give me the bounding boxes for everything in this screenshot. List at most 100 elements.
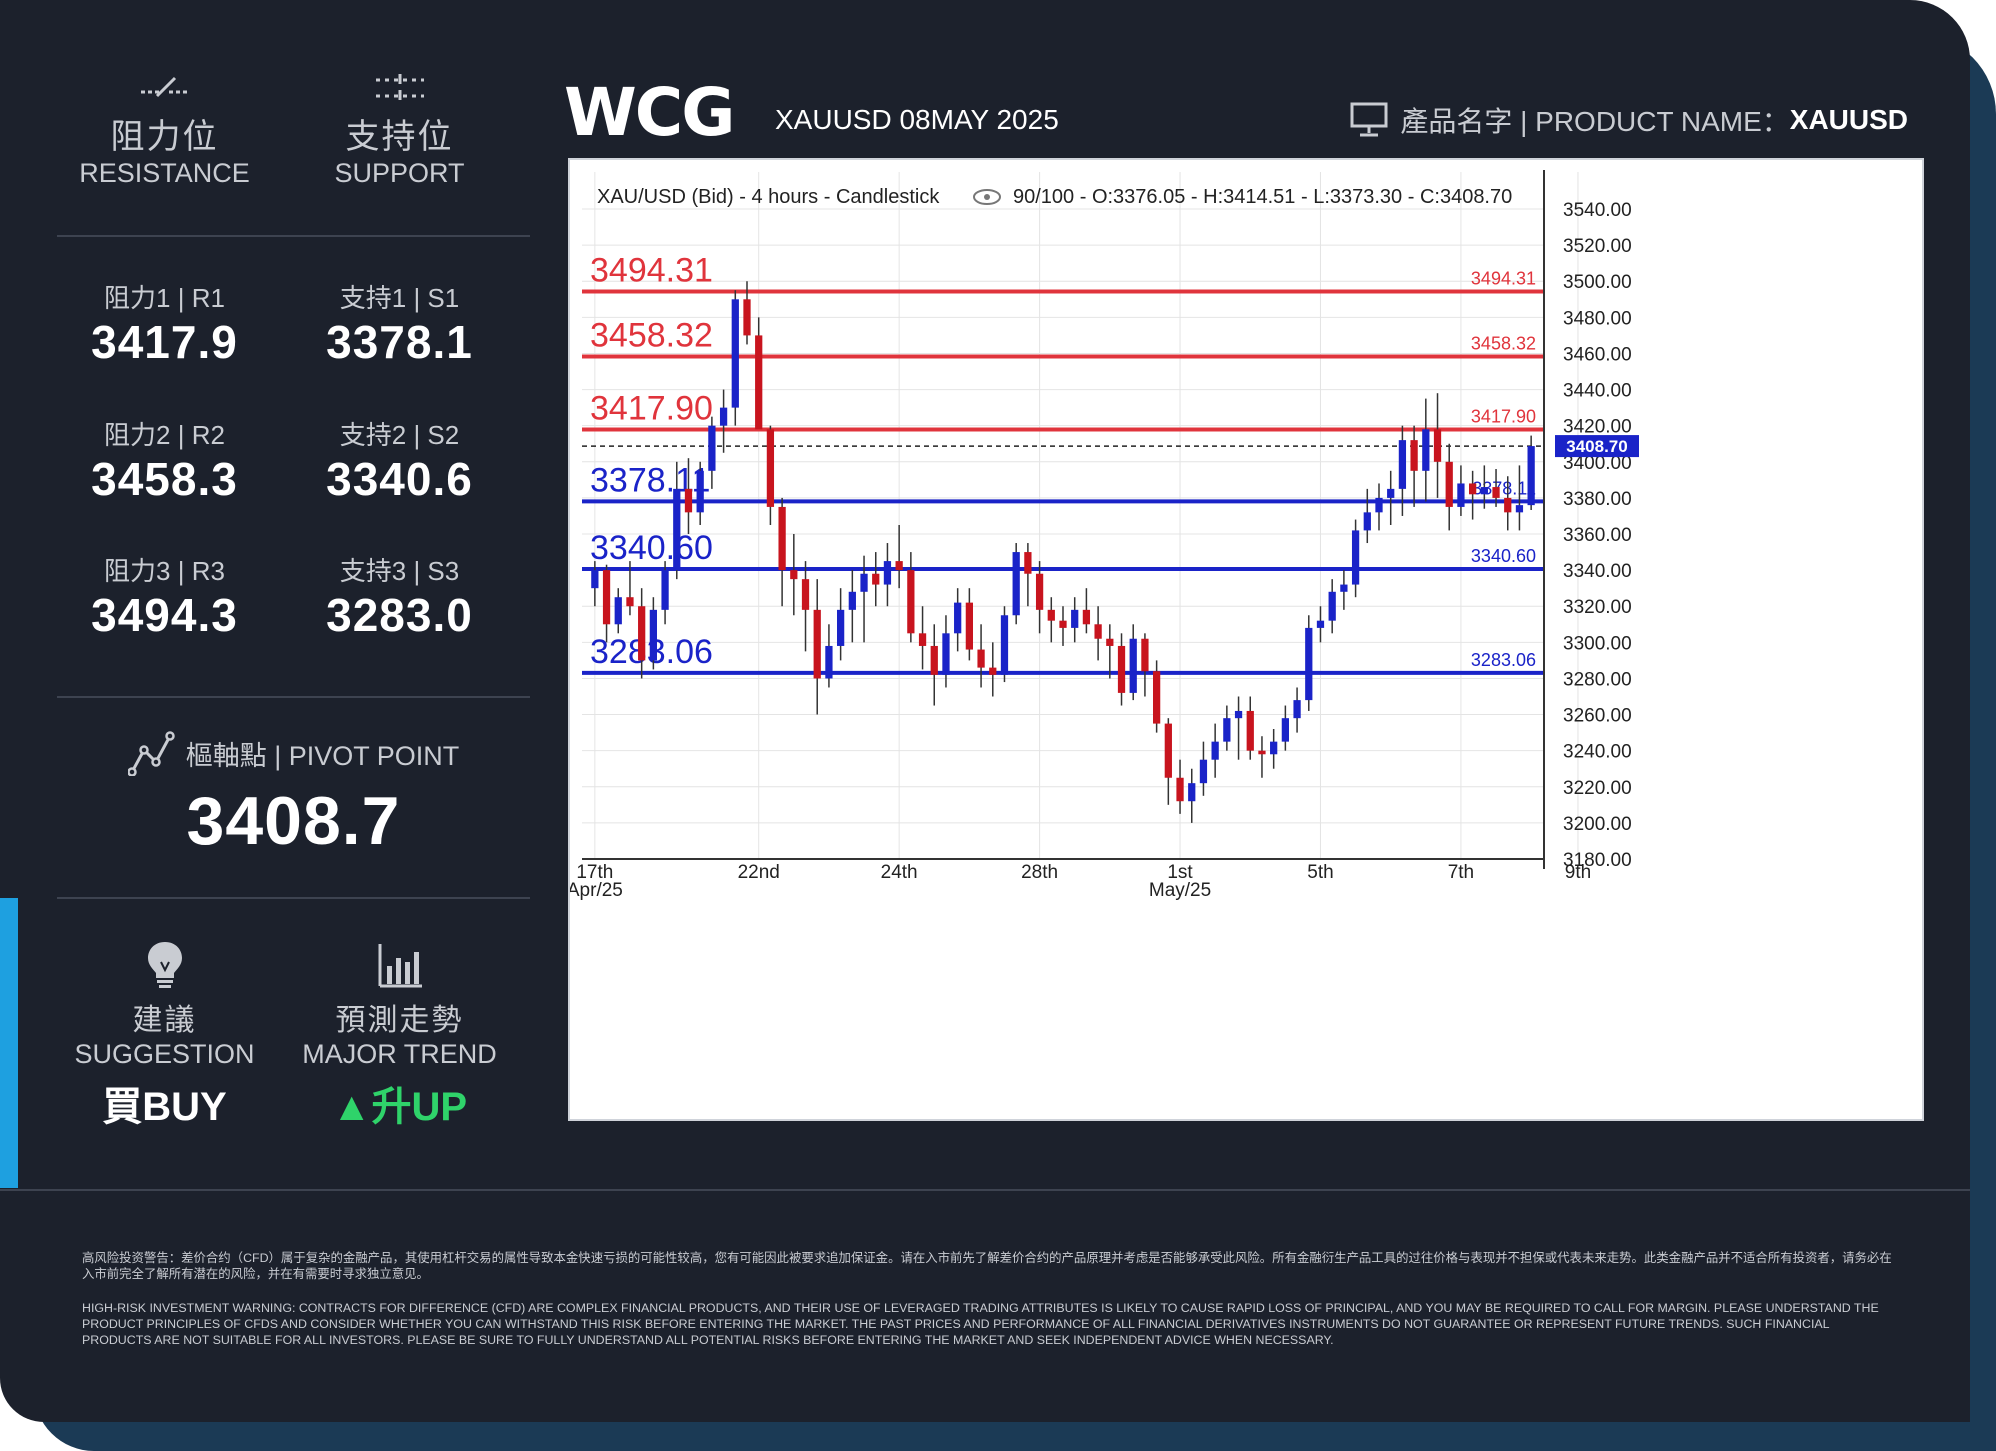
candle xyxy=(790,534,798,616)
candle-body xyxy=(719,407,728,426)
candle-body xyxy=(1445,461,1453,507)
x-tick-sublabel: May/25 xyxy=(1149,880,1211,901)
y-tick-label: 3420.00 xyxy=(1563,417,1632,438)
candle xyxy=(907,552,915,643)
x-tick-label: 1st xyxy=(1167,862,1193,883)
candle xyxy=(591,561,599,607)
r3-block: 阻力3 | R3 3494.3 xyxy=(57,551,272,642)
candle xyxy=(1363,488,1371,544)
candle xyxy=(977,624,985,688)
candle-body xyxy=(1188,783,1196,802)
candle-body xyxy=(883,561,892,585)
candle-body xyxy=(743,299,751,336)
chart-info: 90/100 - O:3376.05 - H:3414.51 - L:3373.… xyxy=(1013,186,1512,208)
candle xyxy=(895,524,903,589)
candle-body xyxy=(755,335,763,430)
candle-body xyxy=(684,488,693,513)
x-tick-label: 17th xyxy=(576,862,613,883)
candle-body xyxy=(942,633,950,675)
candle-body xyxy=(1047,609,1055,621)
candle xyxy=(1351,519,1360,598)
level-label-r3: 3494.31 xyxy=(590,252,713,290)
y-tick-label: 3500.00 xyxy=(1563,272,1632,293)
candle xyxy=(1469,470,1477,520)
x-tick-label: 7th xyxy=(1448,862,1474,883)
trend-label-en: MAJOR TREND xyxy=(302,1039,497,1069)
candle xyxy=(813,579,821,715)
pivot-value: 3408.7 xyxy=(186,783,401,859)
candle-body xyxy=(1492,487,1500,498)
candle-body xyxy=(1305,627,1313,701)
brand-logo: WCG xyxy=(564,74,735,151)
s1-value: 3378.1 xyxy=(326,316,473,368)
last-price-tag: 3408.70 xyxy=(1555,435,1639,458)
candle-body xyxy=(1106,638,1114,646)
candle-body xyxy=(1012,552,1020,616)
candle-body xyxy=(918,633,927,646)
candle xyxy=(1012,543,1020,625)
price-axis: 3540.00 3520.00 3500.00 3480.00 3460.00 3440.… xyxy=(1563,200,1632,871)
candle-body xyxy=(1387,488,1395,498)
x-tick-label: 28th xyxy=(1021,862,1058,883)
y-tick-label: 3300.00 xyxy=(1563,633,1632,654)
y-tick-label: 3220.00 xyxy=(1563,778,1632,799)
support-label-en: SUPPORT xyxy=(334,158,465,188)
candle xyxy=(778,497,786,607)
candle xyxy=(673,461,681,580)
candle-body xyxy=(626,597,634,607)
candle-body xyxy=(673,488,681,571)
candle xyxy=(684,458,693,535)
candle-body xyxy=(1340,584,1348,592)
candle xyxy=(1082,588,1091,634)
candle-body xyxy=(1141,638,1149,672)
price-chart: 3494.31 3494.31 3458.32 3458.32 3417.90 3417.… xyxy=(567,170,1912,1107)
candle-body xyxy=(1000,615,1009,675)
candle xyxy=(626,561,634,616)
pivot-header: 樞軸點 | PIVOT POINT xyxy=(57,730,530,776)
y-tick-label: 3280.00 xyxy=(1563,669,1632,690)
candle-body xyxy=(778,506,786,571)
candle-body xyxy=(1363,512,1371,531)
candle xyxy=(708,416,716,489)
candle-body xyxy=(895,561,903,571)
candle xyxy=(1234,696,1243,760)
suggestion-label-en: SUGGESTION xyxy=(74,1039,255,1069)
candle xyxy=(755,317,763,430)
candle-body xyxy=(602,570,611,625)
y-tick-label: 3520.00 xyxy=(1563,236,1632,257)
candle xyxy=(1457,465,1465,516)
candle xyxy=(1340,570,1348,610)
candle xyxy=(661,561,669,625)
candle xyxy=(883,543,892,607)
candle xyxy=(1504,476,1512,531)
up-arrow-icon: ▲ xyxy=(331,1085,372,1129)
candle-body xyxy=(813,609,821,679)
candle-body xyxy=(930,645,938,675)
candle-body xyxy=(860,573,868,592)
trend-value: 升UP xyxy=(371,1085,468,1129)
candle xyxy=(1375,483,1383,531)
candle xyxy=(602,564,611,643)
candle-body xyxy=(1433,429,1442,462)
candle-body xyxy=(1234,710,1243,719)
x-tick-label: 5th xyxy=(1307,862,1333,883)
candle-body xyxy=(1024,552,1032,574)
candle-body xyxy=(661,570,669,610)
pivot-chart-icon xyxy=(127,731,175,776)
level-label-r2: 3458.32 xyxy=(590,316,713,354)
candle-body xyxy=(1293,700,1301,719)
candle xyxy=(1094,606,1102,661)
analysis-card: 阻力位 RESISTANCE 支持位 SUPPORT 阻力1 | R1 3417… xyxy=(0,0,1970,1422)
candle xyxy=(638,588,646,679)
candle xyxy=(1176,759,1184,814)
x-tick-label: 9th xyxy=(1565,862,1591,883)
suggestion-label-cn: 建議 xyxy=(132,1004,197,1037)
candle-body xyxy=(965,602,973,650)
level-tag-r3: 3494.31 xyxy=(1471,269,1536,289)
candle xyxy=(1410,425,1418,507)
y-tick-label: 3380.00 xyxy=(1563,489,1632,510)
s1-block: 支持1 | S1 3378.1 xyxy=(292,278,507,369)
y-tick-label: 3320.00 xyxy=(1563,597,1632,618)
candle xyxy=(1106,624,1114,679)
